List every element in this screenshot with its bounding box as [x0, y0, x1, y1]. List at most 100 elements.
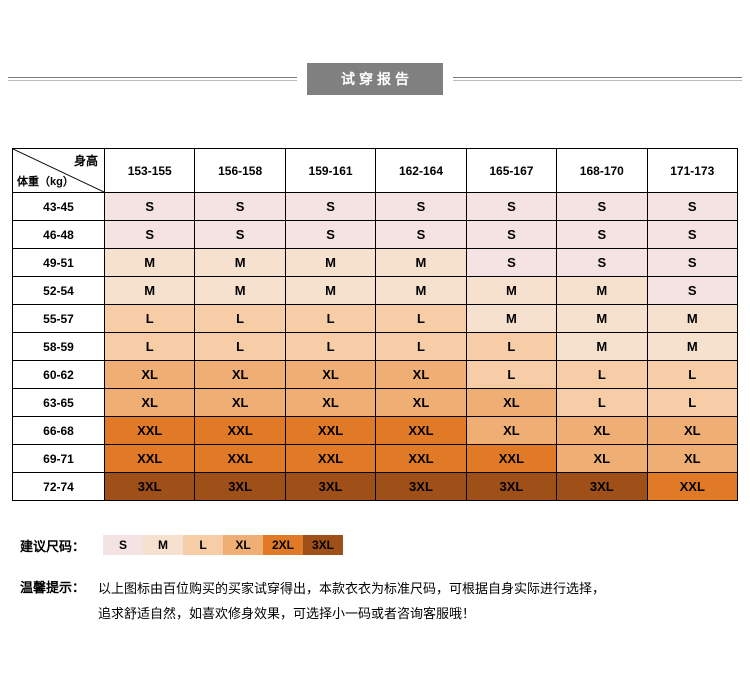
- height-column-header: 162-164: [376, 149, 466, 193]
- size-cell: 3XL: [376, 473, 466, 501]
- size-cell: S: [376, 193, 466, 221]
- size-cell: XL: [647, 445, 737, 473]
- size-cell: S: [557, 221, 647, 249]
- size-cell: L: [285, 333, 375, 361]
- size-cell: M: [285, 249, 375, 277]
- tips-line: 追求舒适自然，如喜欢修身效果，可选择小一码或者咨询客服哦！: [98, 606, 475, 621]
- size-cell: M: [647, 305, 737, 333]
- size-cell: L: [466, 361, 556, 389]
- size-cell: M: [195, 277, 285, 305]
- size-cell: L: [105, 333, 195, 361]
- tips-label: 温馨提示：: [20, 577, 98, 626]
- weight-row-header: 49-51: [13, 249, 105, 277]
- tips-body: 以上图标由百位购买的买家试穿得出，本款衣衣为标准尺码，可根据自身实际进行选择， …: [98, 577, 605, 626]
- size-cell: S: [466, 193, 556, 221]
- legend-swatch: XL: [223, 535, 263, 555]
- section-divider: 试穿报告: [0, 64, 750, 94]
- size-cell: M: [285, 277, 375, 305]
- table-row: 69-71XXLXXLXXLXXLXXLXLXL: [13, 445, 738, 473]
- size-cell: XL: [376, 389, 466, 417]
- size-cell: L: [105, 305, 195, 333]
- legend-swatch: 3XL: [303, 535, 343, 555]
- size-cell: XXL: [195, 445, 285, 473]
- size-cell: S: [195, 221, 285, 249]
- size-cell: L: [376, 305, 466, 333]
- size-cell: XL: [285, 361, 375, 389]
- size-cell: S: [647, 277, 737, 305]
- size-cell: XL: [285, 389, 375, 417]
- weight-row-header: 66-68: [13, 417, 105, 445]
- size-cell: S: [466, 221, 556, 249]
- table-row: 43-45SSSSSSS: [13, 193, 738, 221]
- size-cell: M: [376, 277, 466, 305]
- size-cell: M: [376, 249, 466, 277]
- height-axis-label: 身高: [74, 152, 98, 169]
- size-cell: XL: [376, 361, 466, 389]
- size-cell: L: [195, 333, 285, 361]
- size-cell: M: [557, 305, 647, 333]
- table-row: 55-57LLLLMMM: [13, 305, 738, 333]
- height-column-header: 171-173: [647, 149, 737, 193]
- weight-row-header: 63-65: [13, 389, 105, 417]
- size-cell: S: [647, 249, 737, 277]
- size-cell: S: [647, 221, 737, 249]
- height-column-header: 153-155: [105, 149, 195, 193]
- weight-axis-label: 体重（kg）: [17, 173, 74, 189]
- height-column-header: 168-170: [557, 149, 647, 193]
- weight-row-header: 69-71: [13, 445, 105, 473]
- size-cell: M: [466, 277, 556, 305]
- tips: 温馨提示： 以上图标由百位购买的买家试穿得出，本款衣衣为标准尺码，可根据自身实际…: [20, 577, 750, 626]
- size-cell: S: [466, 249, 556, 277]
- size-cell: S: [557, 193, 647, 221]
- height-column-header: 156-158: [195, 149, 285, 193]
- size-cell: XL: [195, 361, 285, 389]
- size-cell: S: [557, 249, 647, 277]
- legend-swatch: M: [143, 535, 183, 555]
- legend-swatch: 2XL: [263, 535, 303, 555]
- size-chart-table: 身高 体重（kg） 153-155156-158159-161162-164 16…: [12, 148, 738, 501]
- legend: 建议尺码： SMLXL2XL3XL: [20, 535, 750, 555]
- size-cell: M: [557, 333, 647, 361]
- legend-swatch: L: [183, 535, 223, 555]
- size-cell: XXL: [105, 445, 195, 473]
- legend-label: 建议尺码：: [20, 536, 85, 555]
- table-row: 58-59LLLLLMM: [13, 333, 738, 361]
- size-cell: L: [647, 361, 737, 389]
- corner-header: 身高 体重（kg）: [13, 149, 105, 193]
- table-row: 66-68XXLXXLXXLXXLXLXLXL: [13, 417, 738, 445]
- weight-row-header: 55-57: [13, 305, 105, 333]
- table-row: 72-743XL3XL3XL3XL3XL3XLXXL: [13, 473, 738, 501]
- size-cell: XXL: [195, 417, 285, 445]
- size-cell: XXL: [376, 417, 466, 445]
- size-cell: S: [376, 221, 466, 249]
- weight-row-header: 72-74: [13, 473, 105, 501]
- table-header: 身高 体重（kg） 153-155156-158159-161162-164 16…: [13, 149, 738, 193]
- size-cell: M: [647, 333, 737, 361]
- table-row: 63-65XLXLXLXLXLLL: [13, 389, 738, 417]
- weight-row-header: 58-59: [13, 333, 105, 361]
- tips-line: 以上图标由百位购买的买家试穿得出，本款衣衣为标准尺码，可根据自身实际进行选择，: [98, 581, 605, 596]
- size-cell: XXL: [105, 417, 195, 445]
- size-cell: XL: [195, 389, 285, 417]
- size-cell: M: [105, 249, 195, 277]
- height-column-header: 159-161: [285, 149, 375, 193]
- size-cell: 3XL: [105, 473, 195, 501]
- size-cell: L: [195, 305, 285, 333]
- table-body: 43-45SSSSSSS46-48SSSSSSS49-51MMMMSSS52-5…: [13, 193, 738, 501]
- size-cell: XL: [105, 389, 195, 417]
- size-cell: XL: [557, 445, 647, 473]
- size-cell: S: [195, 193, 285, 221]
- size-cell: XL: [105, 361, 195, 389]
- size-cell: L: [647, 389, 737, 417]
- size-cell: S: [105, 221, 195, 249]
- size-cell: M: [195, 249, 285, 277]
- size-cell: 3XL: [285, 473, 375, 501]
- table-row: 46-48SSSSSSS: [13, 221, 738, 249]
- size-cell: XL: [647, 417, 737, 445]
- size-cell: L: [285, 305, 375, 333]
- size-cell: XXL: [376, 445, 466, 473]
- weight-row-header: 52-54: [13, 277, 105, 305]
- size-cell: L: [557, 389, 647, 417]
- size-cell: M: [557, 277, 647, 305]
- size-cell: XXL: [647, 473, 737, 501]
